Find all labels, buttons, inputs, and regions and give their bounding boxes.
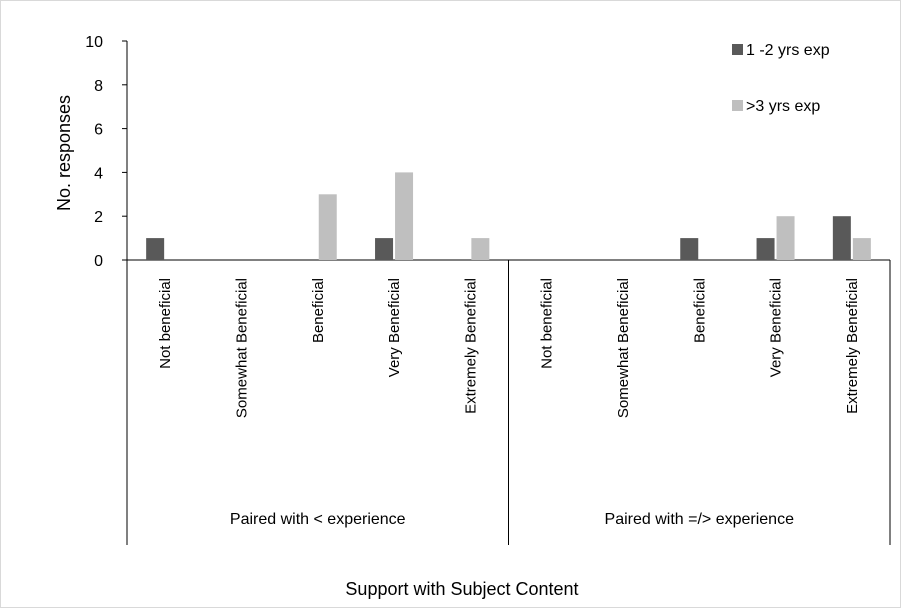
- legend-swatch-series-1: [732, 44, 743, 55]
- y-tick-label: 6: [94, 122, 103, 139]
- y-tick-label: 2: [94, 209, 103, 226]
- y-tick-label: 8: [94, 78, 103, 95]
- plot-area: 0 2 4 6 8 10 Paired with < experience Paired wi…: [85, 34, 891, 545]
- category-label: Extremely Beneficial: [844, 278, 861, 414]
- y-tick-label: 4: [94, 165, 103, 182]
- category-label: Somewhat Beneficial: [233, 278, 250, 418]
- bar-series-1: [375, 238, 394, 260]
- category-label: Very Beneficial: [386, 278, 403, 377]
- bar-series-1: [756, 238, 775, 260]
- bar-series-2: [471, 238, 490, 260]
- legend: 1 -2 yrs exp >3 yrs exp: [732, 42, 830, 115]
- bar-series-2: [852, 238, 871, 260]
- legend-label-series-2: >3 yrs exp: [746, 98, 820, 115]
- bar-series-2: [776, 216, 795, 260]
- y-axis-title: No. responses: [54, 95, 74, 211]
- legend-swatch-series-2: [732, 100, 743, 111]
- category-label: Very Beneficial: [768, 278, 785, 377]
- legend-label-series-1: 1 -2 yrs exp: [746, 42, 830, 59]
- y-tick-label: 0: [94, 253, 103, 270]
- category-label: Not beneficial: [539, 278, 556, 369]
- category-label: Beneficial: [691, 278, 708, 343]
- category-label: Not beneficial: [157, 278, 174, 369]
- bar-series-1: [146, 238, 165, 260]
- category-label: Extremely Beneficial: [462, 278, 479, 414]
- y-tick-label: 10: [85, 34, 103, 51]
- bar-series-2: [318, 194, 337, 260]
- bar-series-1: [680, 238, 699, 260]
- bar-series-2: [395, 172, 414, 260]
- group-label: Paired with =/> experience: [605, 511, 795, 528]
- x-axis-title: Support with Subject Content: [345, 579, 578, 599]
- bar-series-1: [832, 216, 851, 260]
- category-label: Somewhat Beneficial: [615, 278, 632, 418]
- group-label: Paired with < experience: [230, 511, 406, 528]
- category-label: Beneficial: [310, 278, 327, 343]
